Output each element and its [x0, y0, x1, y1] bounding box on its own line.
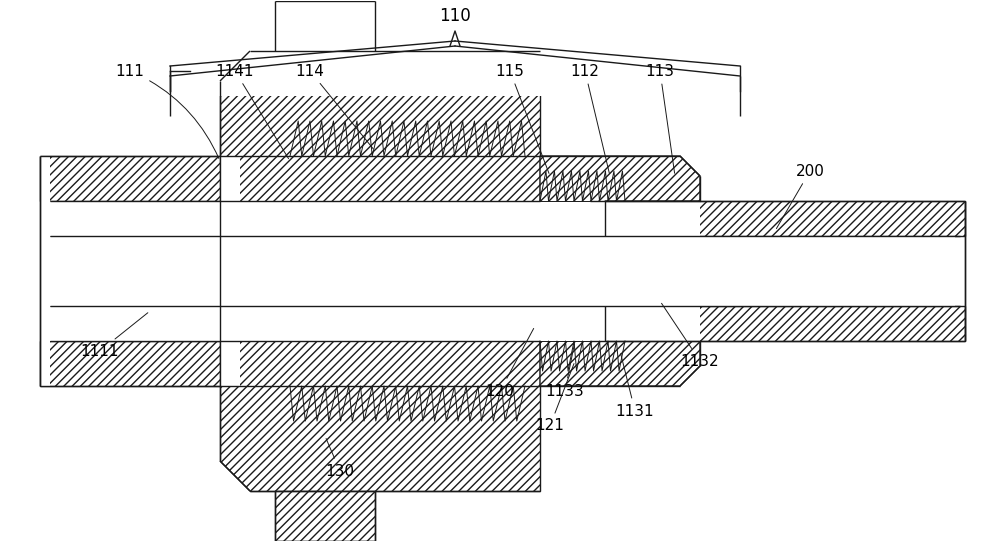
Bar — [590, 306, 965, 341]
Bar — [160, 1, 750, 96]
Text: 112: 112 — [571, 63, 609, 173]
Text: 113: 113 — [646, 63, 675, 173]
Text: 1111: 1111 — [81, 313, 148, 358]
Text: 111: 111 — [116, 63, 219, 158]
Polygon shape — [540, 156, 700, 236]
Polygon shape — [540, 306, 700, 386]
Bar — [50, 201, 700, 341]
Bar — [40, 156, 540, 201]
Text: 130: 130 — [326, 438, 354, 479]
Bar — [540, 236, 700, 306]
Text: 200: 200 — [776, 164, 824, 229]
Text: 1141: 1141 — [216, 63, 289, 159]
Text: 1131: 1131 — [616, 354, 654, 418]
Polygon shape — [220, 51, 540, 271]
Bar — [40, 341, 540, 386]
Text: 115: 115 — [496, 63, 549, 173]
Bar — [50, 201, 250, 341]
Text: 120: 120 — [486, 328, 534, 398]
Bar — [50, 236, 955, 306]
Bar — [220, 156, 240, 386]
Text: 1132: 1132 — [662, 304, 719, 369]
Text: 1133: 1133 — [546, 344, 584, 398]
Text: 121: 121 — [536, 364, 574, 434]
Bar — [275, 1, 375, 51]
Bar — [275, 491, 375, 541]
Text: 114: 114 — [296, 63, 373, 149]
Bar — [40, 156, 50, 386]
Bar — [590, 201, 965, 236]
Polygon shape — [220, 271, 540, 491]
Text: 110: 110 — [439, 7, 471, 25]
